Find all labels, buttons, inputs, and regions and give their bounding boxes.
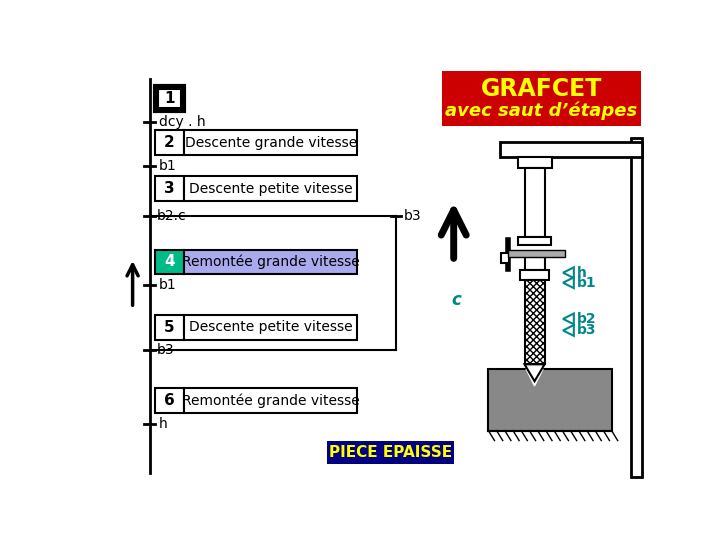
Bar bbox=[184, 315, 357, 340]
Text: Remontée grande vitesse: Remontée grande vitesse bbox=[182, 393, 360, 408]
Bar bbox=[518, 157, 552, 168]
Text: Descente petite vitesse: Descente petite vitesse bbox=[189, 182, 353, 196]
Bar bbox=[500, 142, 642, 157]
Bar bbox=[155, 86, 184, 111]
Bar bbox=[155, 315, 184, 340]
Text: GRAFCET: GRAFCET bbox=[481, 77, 602, 102]
Bar bbox=[158, 90, 181, 108]
Bar bbox=[442, 71, 641, 126]
Text: c: c bbox=[452, 291, 462, 309]
Text: avec saut d’étapes: avec saut d’étapes bbox=[446, 102, 638, 120]
Text: PIECE EPAISSE: PIECE EPAISSE bbox=[328, 444, 451, 460]
Bar bbox=[155, 388, 184, 413]
Bar bbox=[155, 177, 184, 201]
Text: 5: 5 bbox=[164, 320, 175, 335]
Polygon shape bbox=[563, 278, 574, 288]
Bar bbox=[184, 130, 357, 155]
Text: b1: b1 bbox=[577, 276, 597, 289]
Text: Descente grande vitesse: Descente grande vitesse bbox=[185, 136, 357, 150]
Text: b2.c: b2.c bbox=[157, 210, 187, 224]
Polygon shape bbox=[526, 369, 543, 386]
Text: Descente petite vitesse: Descente petite vitesse bbox=[189, 320, 353, 334]
Text: b3: b3 bbox=[577, 323, 596, 338]
Text: 6: 6 bbox=[164, 393, 175, 408]
Text: b1: b1 bbox=[159, 278, 176, 292]
Text: 2: 2 bbox=[164, 135, 175, 150]
Bar bbox=[508, 249, 565, 256]
Text: b3: b3 bbox=[404, 210, 421, 224]
Bar bbox=[184, 177, 357, 201]
Text: h: h bbox=[577, 266, 587, 280]
Text: Remontée grande vitesse: Remontée grande vitesse bbox=[182, 255, 360, 269]
Bar bbox=[155, 249, 184, 274]
Text: dcy . h: dcy . h bbox=[159, 115, 205, 129]
Bar bbox=[184, 249, 357, 274]
Bar bbox=[525, 280, 544, 365]
Text: b3: b3 bbox=[157, 343, 175, 357]
Bar bbox=[525, 256, 544, 271]
Bar bbox=[518, 237, 552, 245]
Bar bbox=[525, 168, 544, 237]
Bar bbox=[327, 441, 454, 464]
Polygon shape bbox=[563, 314, 574, 325]
Text: h: h bbox=[159, 417, 168, 430]
Polygon shape bbox=[525, 364, 544, 381]
Text: 3: 3 bbox=[164, 181, 175, 196]
Bar bbox=[501, 253, 509, 264]
Bar bbox=[631, 138, 642, 477]
Text: 1: 1 bbox=[164, 91, 175, 106]
Text: 4: 4 bbox=[164, 254, 175, 269]
Bar bbox=[520, 271, 549, 280]
Text: b1: b1 bbox=[159, 159, 176, 173]
Polygon shape bbox=[563, 267, 574, 278]
Bar bbox=[155, 130, 184, 155]
Bar bbox=[184, 388, 357, 413]
Text: b2: b2 bbox=[577, 312, 597, 326]
Polygon shape bbox=[563, 325, 574, 336]
Bar bbox=[488, 369, 611, 430]
